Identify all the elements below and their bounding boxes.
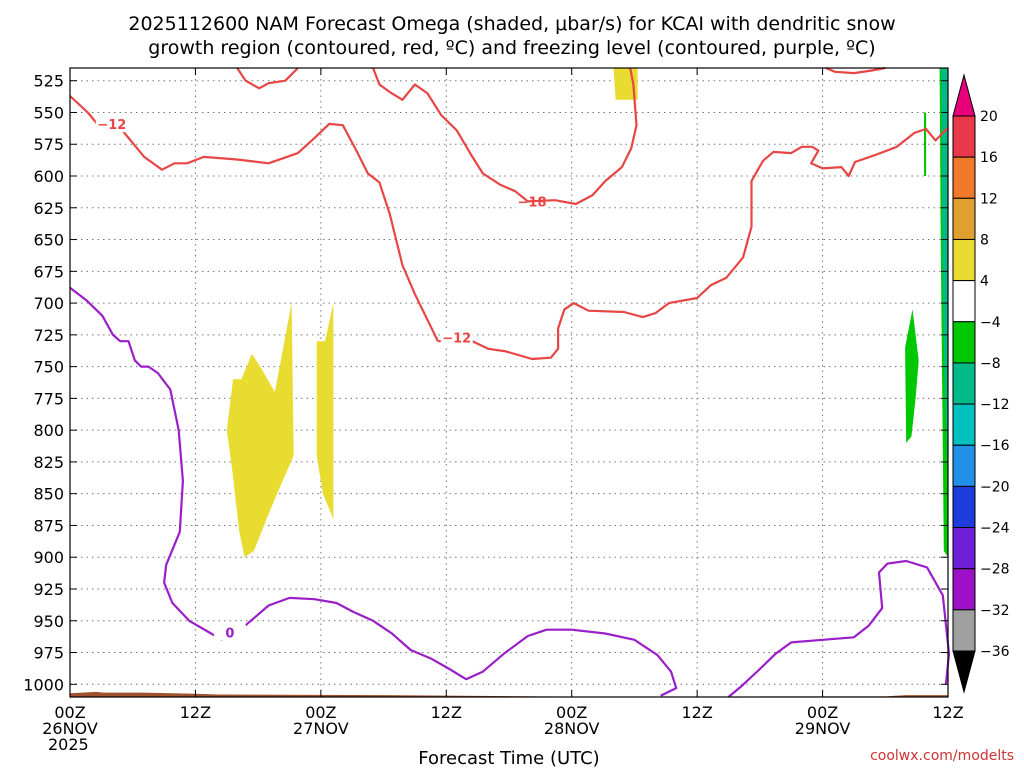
colorbar-tick-label: −36: [980, 644, 1010, 660]
y-tick-label: 925: [33, 580, 64, 599]
colorbar-top-triangle: [952, 73, 976, 117]
x-tick-label: 26NOV: [42, 719, 98, 738]
y-tick-label: 700: [33, 294, 64, 313]
colorbar-bin: [952, 321, 976, 364]
x-tick-label: 2025: [48, 735, 89, 754]
y-tick-label: 600: [33, 167, 64, 186]
colorbar-tick-label: 8: [980, 232, 989, 248]
dgz-contour-line: [372, 67, 638, 206]
colorbar-bin: [952, 238, 976, 282]
dgz-contour-line: [236, 67, 299, 90]
y-tick-label: 975: [33, 644, 64, 663]
y-tick-label: 525: [33, 72, 64, 91]
y-tick-label: 950: [33, 612, 64, 631]
x-tick-label: 00Z: [556, 703, 587, 722]
contour-label: −12: [442, 332, 471, 347]
colorbar-tick-label: −12: [980, 397, 1010, 413]
freezing-level-contour-line: [69, 286, 678, 697]
x-tick-label: 28NOV: [544, 719, 600, 738]
y-tick-label: 675: [33, 262, 64, 281]
contour-label-background: [213, 624, 246, 641]
x-tick-label: 27NOV: [293, 719, 349, 738]
y-tick-label: 750: [33, 358, 64, 377]
omega-shaded-region: [316, 303, 334, 520]
y-tick-label: 725: [33, 326, 64, 345]
colorbar-bin: [952, 280, 976, 323]
dgz-contour-line: [437, 126, 949, 361]
omega-shaded-region: [941, 68, 948, 488]
omega-shaded-region: [226, 303, 294, 558]
y-tick-label: 850: [33, 485, 64, 504]
x-tick-label: 00Z: [305, 703, 336, 722]
colorbar-tick-label: −8: [980, 356, 1001, 372]
x-tick-label: 12Z: [431, 703, 462, 722]
dgz-contour-line: [69, 95, 439, 342]
colorbar-tick-label: −4: [980, 315, 1001, 331]
plot-frame: [69, 67, 949, 698]
colorbar-bin: [952, 403, 976, 446]
y-axis-ticks: 525 550 575 600 625 650 675 700 725 750 775 800 825 8…: [23, 72, 948, 694]
omega-shaded-region: [924, 112, 927, 176]
terrain-band: [70, 691, 948, 698]
colorbar-bin: [952, 568, 976, 611]
y-tick-label: 575: [33, 135, 64, 154]
y-tick-label: 650: [33, 231, 64, 250]
colorbar: 20 16 12 8 4 −4 −8 −12 −16 −20 −24 −28 −32 −36: [952, 73, 1010, 694]
colorbar-bin: [952, 527, 976, 570]
colorbar-tick-label: 4: [980, 274, 989, 290]
colorbar-bin: [952, 197, 976, 240]
y-tick-label: 775: [33, 389, 64, 408]
x-tick-label: 00Z: [54, 703, 85, 722]
y-tick-label: 625: [33, 199, 64, 218]
terrain-ground: [70, 691, 948, 698]
x-tick-label: 00Z: [807, 703, 838, 722]
colorbar-tick-label: −32: [980, 603, 1010, 619]
grid-lines: [70, 68, 948, 697]
colorbar-bin: [952, 609, 976, 652]
contour-label: 0: [225, 626, 234, 641]
y-tick-label: 550: [33, 103, 64, 122]
contour-lines: −12−12−180: [69, 66, 951, 698]
y-tick-label: 800: [33, 421, 64, 440]
x-axis-label: Forecast Time (UTC): [418, 748, 599, 768]
contour-label-background: [95, 116, 128, 133]
contour-label-background: [440, 329, 473, 346]
x-tick-label: 12Z: [932, 703, 963, 722]
colorbar-bin: [952, 115, 976, 158]
colorbar-tick-label: −16: [980, 438, 1010, 454]
chart-title-line1: 2025112600 NAM Forecast Omega (shaded, μ…: [128, 13, 895, 35]
contour-label: −12: [97, 118, 126, 133]
colorbar-tick-label: 16: [980, 150, 998, 166]
y-tick-label: 1000: [23, 675, 64, 694]
omega-shading: [226, 68, 948, 558]
colorbar-bottom-triangle: [952, 650, 976, 694]
colorbar-tick-label: 20: [980, 109, 998, 125]
colorbar-tick-label: 12: [980, 191, 998, 207]
freezing-level-contour-line: [727, 559, 951, 698]
colorbar-tick-label: −24: [980, 521, 1010, 537]
credit-text: coolwx.com/modelts: [870, 748, 1014, 764]
colorbar-bin: [952, 444, 976, 487]
x-tick-label: 12Z: [180, 703, 211, 722]
x-tick-label: 29NOV: [795, 719, 851, 738]
colorbar-bin: [952, 362, 976, 405]
y-tick-label: 900: [33, 548, 64, 567]
colorbar-tick-label: −28: [980, 562, 1010, 578]
y-tick-label: 875: [33, 516, 64, 535]
y-tick-label: 825: [33, 453, 64, 472]
dgz-contour-line: [825, 66, 886, 75]
omega-shaded-region: [905, 309, 919, 443]
chart-title-line2: growth region (contoured, red, ºC) and f…: [148, 37, 875, 59]
colorbar-bin: [952, 156, 976, 199]
colorbar-tick-label: −20: [980, 479, 1010, 495]
colorbar-bin: [952, 485, 976, 529]
x-tick-label: 12Z: [681, 703, 712, 722]
